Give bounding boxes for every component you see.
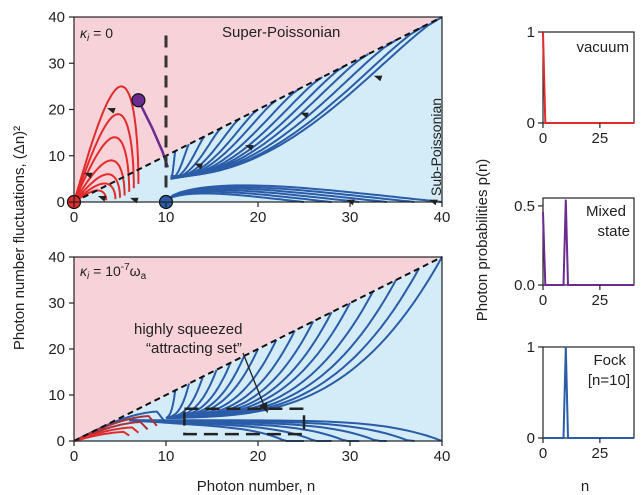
- right-panel-frame: [542, 197, 635, 286]
- x-tick-label: 0: [539, 130, 547, 147]
- y-tick-label: 30: [48, 295, 65, 312]
- y-tick-label: 10: [48, 387, 65, 404]
- y-tick-label: 1: [527, 24, 535, 41]
- blue-trajectory: [165, 390, 177, 419]
- blue-low-arc: [165, 184, 443, 203]
- right-panel-3: 0 25 0 1 Fock [n=10]: [527, 339, 635, 462]
- y-tick-label: 1: [527, 339, 535, 356]
- flow-arrows: [84, 75, 438, 206]
- x-tick-label: 40: [434, 448, 451, 465]
- x-tick-label: 20: [250, 448, 267, 465]
- x-tick-label: 0: [539, 445, 547, 462]
- red-trajectory: [73, 136, 131, 203]
- right-panel-2: 0 25 0.0 0.5 Mixed state: [514, 197, 635, 309]
- panel-label-line-2: [n=10]: [588, 372, 630, 389]
- attracting-set-box: [183, 407, 306, 436]
- mixed-marker: [131, 93, 146, 108]
- x-tick-label: 25: [592, 130, 609, 147]
- annotation-arrow: [242, 352, 266, 409]
- right-panels: 0 25 0 1 vacuum 0 25 0.0 0.5 Mixed state 0 25 0 1 Fock […: [514, 24, 635, 462]
- flow-arrow: [300, 112, 309, 119]
- blue-low-arc: [165, 189, 360, 203]
- origin-trajectory: [73, 430, 130, 442]
- right-y-axis-label: Photon probabilities p(n): [474, 159, 491, 322]
- x-tick-label: 25: [592, 292, 609, 309]
- super-poissonian-label: Super-Poissonian: [222, 24, 340, 41]
- red-trajectory: [73, 182, 117, 203]
- top-ticks: 0 10 20 30 40 0 10 20 30 40: [48, 9, 450, 226]
- blue-low-arc: [165, 186, 415, 203]
- annotation-line-2: “attracting set”: [146, 340, 242, 357]
- sub-poissonian-label: Sub-Poissonian: [428, 98, 444, 196]
- poissonian-boundary: [73, 16, 443, 203]
- y-tick-label: 40: [48, 249, 65, 266]
- flow-arrow: [107, 108, 116, 114]
- flow-arrow: [194, 163, 203, 170]
- flow-arrow: [373, 75, 383, 82]
- panel-label-line-2: state: [597, 223, 630, 240]
- right-panel-frame: [542, 346, 635, 439]
- panel-label-line-1: Mixed: [586, 203, 626, 220]
- y-tick-label: 0: [57, 433, 65, 450]
- right-x-axis-label: n: [581, 478, 589, 495]
- x-tick-label: 0: [539, 292, 547, 309]
- x-tick-label: 0: [70, 448, 78, 465]
- annotation-arrowhead: [259, 402, 268, 413]
- blue-trajectory: [170, 135, 206, 180]
- flow-arrow: [245, 145, 254, 151]
- x-tick-label: 25: [592, 445, 609, 462]
- y-tick-label: 30: [48, 55, 65, 72]
- y-tick-label: 20: [48, 102, 65, 119]
- top-panel: 0 10 20 30 40 0 10 20 30 40 κi = 0 Super-Poissoni…: [48, 9, 450, 226]
- bottom-ticks: 0 10 20 30 40 0 10 20 30 40: [48, 249, 450, 465]
- x-tick-label: 0: [70, 209, 78, 226]
- blue-low-arc: [165, 192, 305, 203]
- kappa-label-bottom: κi = 10-7ωa: [80, 262, 147, 282]
- x-axis-label: Photon number, n: [197, 478, 315, 495]
- panel-label: vacuum: [576, 39, 629, 56]
- y-tick-label: 0.0: [514, 277, 535, 294]
- x-tick-label: 30: [342, 448, 359, 465]
- probability-line: [542, 199, 634, 286]
- y-tick-label: 0: [527, 115, 535, 132]
- probability-line: [542, 31, 634, 124]
- blue-trajectory: [165, 383, 190, 419]
- x-tick-label: 40: [434, 209, 451, 226]
- poissonian-boundary-bottom: [73, 256, 443, 442]
- y-axis-label: Photon number fluctuations, (Δn)²: [11, 126, 28, 350]
- flow-arrow: [84, 172, 93, 179]
- red-trajectory: [73, 85, 140, 203]
- flow-arrow: [97, 195, 107, 202]
- y-tick-label: 20: [48, 341, 65, 358]
- bottom-trajectories: [73, 256, 443, 442]
- blue-low-arc: [165, 187, 387, 203]
- y-tick-label: 10: [48, 148, 65, 165]
- x-tick-label: 10: [158, 448, 175, 465]
- y-tick-label: 0: [527, 430, 535, 447]
- kappa-label-top: κi = 0: [80, 25, 113, 44]
- red-trajectory: [73, 113, 135, 203]
- panel-label-line-1: Fock: [593, 352, 626, 369]
- probability-line: [543, 346, 634, 439]
- red-trajectory: [73, 173, 121, 203]
- blue-trajectory: [169, 150, 177, 180]
- x-tick-label: 20: [250, 209, 267, 226]
- x-tick-label: 10: [158, 209, 175, 226]
- x-tick-label: 30: [342, 209, 359, 226]
- y-tick-label: 0: [57, 194, 65, 211]
- y-tick-label: 40: [48, 9, 65, 26]
- blue-low-arc: [165, 190, 332, 203]
- blue-low-arc: [129, 419, 304, 442]
- top-trajectories: [73, 16, 443, 203]
- annotation-line-1: highly squeezed: [134, 321, 242, 338]
- y-tick-label: 0.5: [514, 198, 535, 215]
- bottom-panel: 0 10 20 30 40 0 10 20 30 40 κi = 10-7ωa highly sq…: [48, 249, 450, 465]
- right-panel-1: 0 25 0 1 vacuum: [527, 24, 635, 147]
- blue-trajectory: [170, 143, 190, 180]
